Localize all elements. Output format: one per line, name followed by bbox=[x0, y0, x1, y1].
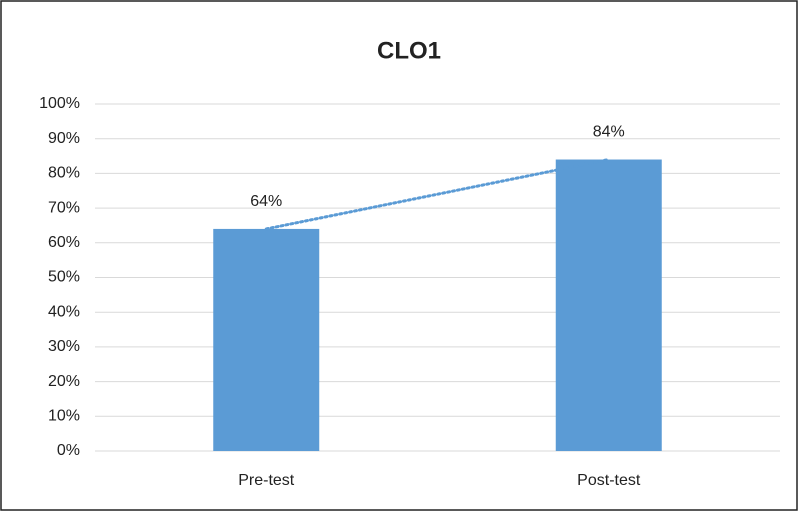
y-tick-label: 70% bbox=[48, 199, 80, 216]
y-tick-label: 40% bbox=[48, 303, 80, 320]
data-label: 84% bbox=[593, 124, 625, 141]
y-tick-label: 80% bbox=[48, 165, 80, 182]
chart-title: CLO1 bbox=[377, 37, 441, 64]
y-tick-label: 10% bbox=[48, 408, 80, 425]
y-tick-label: 90% bbox=[48, 130, 80, 147]
data-label: 64% bbox=[250, 193, 282, 210]
trend-line bbox=[264, 158, 611, 231]
bar bbox=[555, 159, 662, 451]
x-tick-label: Post-test bbox=[577, 472, 641, 489]
x-tick-label: Pre-test bbox=[238, 472, 295, 489]
y-tick-label: 60% bbox=[48, 234, 80, 251]
y-tick-label: 50% bbox=[48, 269, 80, 286]
y-tick-label: 100% bbox=[39, 95, 80, 112]
bar bbox=[213, 228, 320, 451]
y-tick-label: 0% bbox=[57, 442, 80, 459]
y-tick-label: 20% bbox=[48, 373, 80, 390]
y-tick-label: 30% bbox=[48, 338, 80, 355]
